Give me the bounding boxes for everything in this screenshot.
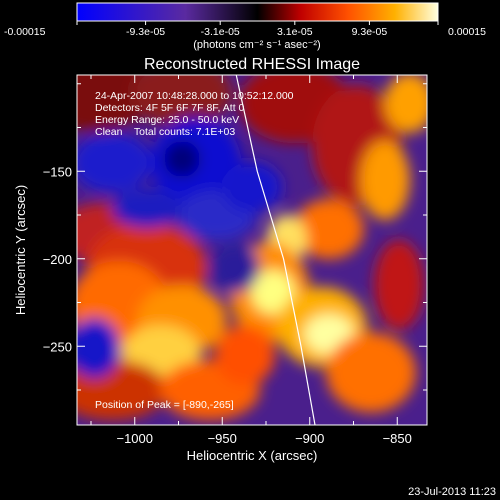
y-tick-label: −150 xyxy=(43,164,72,179)
x-tick-label: −1000 xyxy=(116,431,153,446)
y-tick-label: −200 xyxy=(43,252,72,267)
heatmap-texture-blob xyxy=(215,325,275,385)
colorbar-tick-label: 3.1e-05 xyxy=(277,26,313,38)
heatmap-texture-blob xyxy=(164,141,200,177)
x-tick-label: −900 xyxy=(295,431,324,446)
annotation-detectors: Detectors: 4F 5F 6F 7F 8F, Att 0 xyxy=(95,102,245,114)
heatmap-texture-blob xyxy=(360,140,410,220)
heatmap-texture-blob xyxy=(374,240,424,330)
annotation-clean-counts: Clean Total counts: 7.1E+03 xyxy=(95,126,235,138)
x-axis-label: Heliocentric X (arcsec) xyxy=(187,448,318,463)
heatmap-texture-blob xyxy=(209,242,260,293)
colorbar-tick-label: -9.3e-05 xyxy=(126,26,165,38)
heatmap-texture-blob xyxy=(77,132,152,193)
heatmap-area xyxy=(77,75,427,425)
plot-frame xyxy=(76,74,428,426)
colorbar-tick-label: -3.1e-05 xyxy=(201,26,240,38)
heatmap-texture-blob xyxy=(384,75,427,133)
x-tick-label: −950 xyxy=(208,431,237,446)
colorbar xyxy=(76,2,439,22)
heatmap-texture-blob xyxy=(294,199,364,259)
chart-title: Reconstructed RHESSI Image xyxy=(144,56,360,73)
heatmap-texture-blob xyxy=(77,318,120,378)
annotation-time-range: 24-Apr-2007 10:48:28.000 to 10:52:12.000 xyxy=(95,90,294,102)
heatmap-texture-blob xyxy=(112,188,182,228)
timestamp: 23-Jul-2013 11:23 xyxy=(408,486,496,498)
axis-ticks: −1000 −950 −900 −850 −150 −200 −250 xyxy=(43,75,427,446)
solar-limb-curve xyxy=(235,75,316,425)
colorbar-unit-label: (photons cm⁻² s⁻¹ asec⁻²) xyxy=(193,39,320,51)
heatmap-texture-blob xyxy=(326,332,416,413)
heatmap-texture-blob xyxy=(132,75,232,128)
observation-info: 24-Apr-2007 10:48:28.000 to 10:52:12.000… xyxy=(95,90,294,138)
peak-position-label: Position of Peak = [-890,-265] xyxy=(95,399,234,411)
colorbar-tick-label: 0.00015 xyxy=(448,26,486,38)
heatmap-texture-blob xyxy=(251,270,295,314)
annotation-energy-range: Energy Range: 25.0 - 50.0 keV xyxy=(95,114,239,126)
y-axis-label: Heliocentric Y (arcsec) xyxy=(13,185,28,315)
heatmap-texture-blob xyxy=(222,162,282,212)
y-tick-label: −250 xyxy=(43,339,72,354)
colorbar-tick-label: 9.3e-05 xyxy=(352,26,388,38)
colorbar-ticks: -0.00015 -9.3e-05 -3.1e-05 3.1e-05 9.3e-05 0.… xyxy=(4,21,486,38)
colorbar-tick-label: -0.00015 xyxy=(4,26,46,38)
x-tick-label: −850 xyxy=(383,431,412,446)
